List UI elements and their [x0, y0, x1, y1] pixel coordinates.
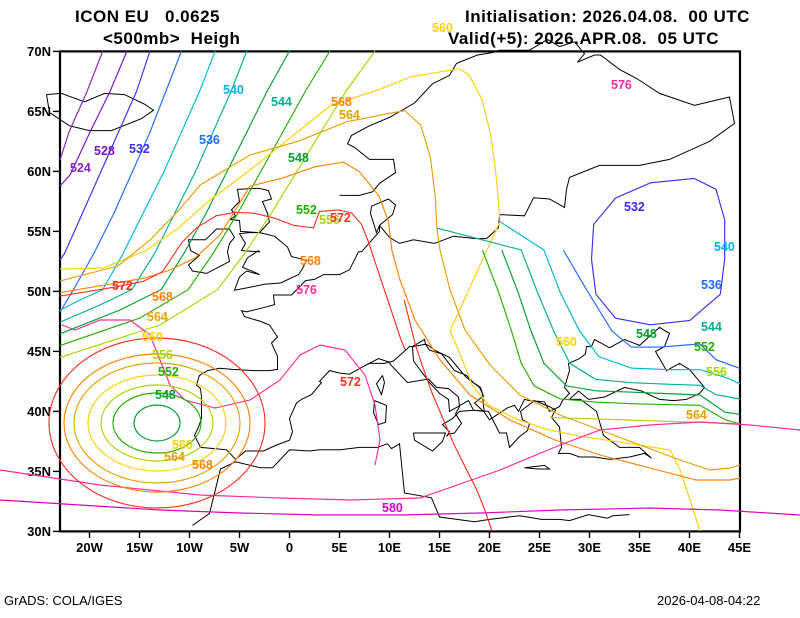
svg-text:560: 560 — [172, 438, 193, 452]
svg-text:540: 540 — [223, 83, 244, 97]
svg-text:564: 564 — [147, 310, 168, 324]
svg-text:560: 560 — [432, 21, 453, 35]
svg-text:576: 576 — [296, 283, 317, 297]
svg-text:536: 536 — [701, 278, 722, 292]
svg-text:544: 544 — [701, 320, 722, 334]
svg-text:568: 568 — [331, 95, 352, 109]
svg-text:548: 548 — [155, 388, 176, 402]
svg-text:560: 560 — [556, 335, 577, 349]
svg-text:564: 564 — [164, 450, 185, 464]
svg-text:548: 548 — [636, 327, 657, 341]
svg-text:548: 548 — [288, 151, 309, 165]
svg-text:580: 580 — [382, 501, 403, 515]
svg-text:560: 560 — [142, 330, 163, 344]
svg-text:528: 528 — [94, 144, 115, 158]
svg-text:532: 532 — [624, 200, 645, 214]
svg-text:552: 552 — [158, 365, 179, 379]
svg-text:572: 572 — [340, 375, 361, 389]
svg-text:540: 540 — [714, 240, 735, 254]
svg-text:572: 572 — [330, 211, 351, 225]
svg-text:576: 576 — [611, 78, 632, 92]
svg-text:556: 556 — [706, 365, 727, 379]
svg-text:552: 552 — [296, 203, 317, 217]
svg-text:564: 564 — [339, 108, 360, 122]
svg-text:568: 568 — [152, 290, 173, 304]
svg-text:544: 544 — [271, 95, 292, 109]
svg-text:532: 532 — [129, 142, 150, 156]
svg-text:536: 536 — [199, 133, 220, 147]
svg-text:524: 524 — [70, 161, 91, 175]
svg-text:568: 568 — [192, 458, 213, 472]
svg-text:568: 568 — [300, 254, 321, 268]
svg-text:564: 564 — [686, 408, 707, 422]
svg-text:556: 556 — [152, 348, 173, 362]
svg-text:572: 572 — [112, 279, 133, 293]
svg-text:552: 552 — [694, 340, 715, 354]
